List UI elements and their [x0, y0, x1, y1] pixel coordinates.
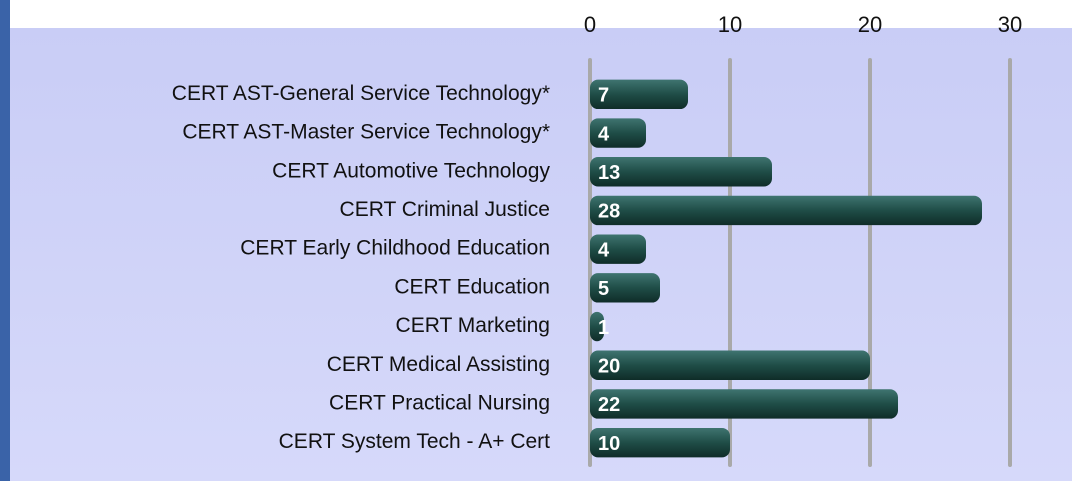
- value-label: 28: [598, 201, 620, 223]
- bar: [590, 79, 688, 110]
- x-tick-label: 20: [858, 12, 882, 37]
- x-tick-label: 10: [718, 12, 742, 37]
- y-tick-label: CERT Criminal Justice: [340, 198, 550, 221]
- bar: [590, 273, 660, 303]
- bar: [590, 118, 646, 148]
- value-label: 7: [598, 85, 609, 107]
- bar: [590, 389, 898, 419]
- value-label: 5: [598, 278, 609, 300]
- bar: [590, 350, 870, 380]
- value-label: 4: [598, 239, 610, 261]
- value-label: 10: [598, 433, 620, 455]
- y-tick-label: CERT Early Childhood Education: [240, 237, 550, 260]
- y-tick-label: CERT AST-Master Service Technology*: [182, 121, 550, 144]
- x-tick-label: 30: [998, 12, 1022, 37]
- bar: [590, 195, 982, 226]
- y-tick-label: CERT Practical Nursing: [329, 391, 550, 414]
- bar: [590, 157, 772, 187]
- y-tick-label: CERT System Tech - A+ Cert: [279, 430, 551, 453]
- y-tick-label: CERT Education: [394, 275, 550, 298]
- y-tick-label: CERT Medical Assisting: [327, 353, 550, 376]
- x-tick-label: 0: [584, 12, 596, 37]
- y-tick-label: CERT Automotive Technology: [272, 159, 550, 182]
- value-label: 20: [598, 356, 620, 378]
- bar: [590, 234, 646, 264]
- value-label: 1: [598, 317, 609, 339]
- y-tick-label: CERT AST-General Service Technology*: [172, 82, 550, 105]
- y-tick-label: CERT Marketing: [396, 314, 550, 337]
- bar: [590, 311, 604, 342]
- side-strip: [0, 0, 10, 481]
- bar: [590, 427, 730, 458]
- value-label: 4: [598, 123, 610, 145]
- value-label: 13: [598, 162, 620, 184]
- value-label: 22: [598, 394, 620, 416]
